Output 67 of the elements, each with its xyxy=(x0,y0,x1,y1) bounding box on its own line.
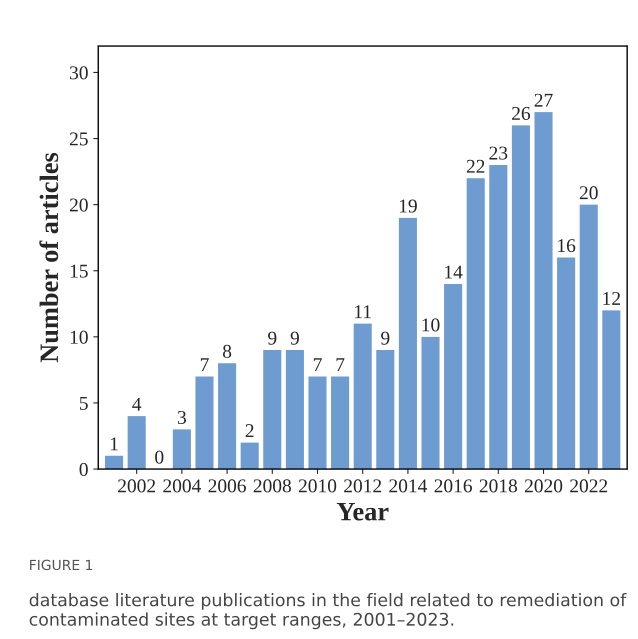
bar xyxy=(105,456,124,470)
bar xyxy=(376,350,394,470)
bar xyxy=(512,125,530,470)
bar xyxy=(466,178,485,470)
data-label: 4 xyxy=(132,398,142,411)
data-label: 20 xyxy=(580,186,598,200)
data-label: 9 xyxy=(290,332,299,345)
data-label: 10 xyxy=(422,318,440,332)
x-axis-title: Year xyxy=(336,502,389,521)
data-label: 27 xyxy=(534,94,553,107)
data-label: 0 xyxy=(155,450,164,464)
bar xyxy=(286,350,304,470)
y-axis-title: Number of articles xyxy=(39,152,58,362)
x-tick-label: 2008 xyxy=(254,479,291,492)
data-label: 7 xyxy=(200,358,209,371)
data-label: 23 xyxy=(489,146,508,160)
x-tick-label: 2020 xyxy=(524,479,562,492)
bar xyxy=(444,284,462,470)
data-label: 7 xyxy=(314,358,322,371)
bar xyxy=(195,376,214,470)
bar xyxy=(240,442,259,470)
y-tick-label: 10 xyxy=(70,330,88,344)
bar xyxy=(534,112,553,470)
y-tick-label: 25 xyxy=(70,132,88,146)
x-tick-label: 2022 xyxy=(570,479,608,492)
data-label: 11 xyxy=(355,305,371,318)
y-tick-label: 20 xyxy=(70,198,88,212)
data-label: 8 xyxy=(222,344,232,358)
bar xyxy=(421,336,440,470)
x-tick-label: 2014 xyxy=(389,479,428,492)
caption: FIGURE 1 xyxy=(30,560,92,570)
bar xyxy=(489,164,508,470)
data-label: 9 xyxy=(268,332,276,345)
bar xyxy=(354,324,372,470)
bar xyxy=(128,416,146,470)
data-label: 9 xyxy=(381,332,390,345)
data-label: 22 xyxy=(466,160,484,173)
x-tick-label: 2004 xyxy=(163,479,202,492)
data-label: 26 xyxy=(512,106,530,120)
y-tick-label: 5 xyxy=(80,396,88,410)
x-tick-label: 2012 xyxy=(344,479,382,492)
bar xyxy=(263,350,282,470)
bar xyxy=(398,218,417,470)
data-label: 2 xyxy=(246,424,254,438)
x-tick-label: 2006 xyxy=(208,479,246,492)
bar xyxy=(172,429,191,470)
bar xyxy=(580,204,598,470)
bar xyxy=(557,258,576,470)
bar xyxy=(331,376,350,470)
data-label: 16 xyxy=(558,239,576,252)
data-label: 7 xyxy=(336,358,344,371)
x-tick-label: 2018 xyxy=(480,479,518,492)
bar xyxy=(308,376,327,470)
y-tick-label: 30 xyxy=(70,66,88,80)
x-tick-label: 2016 xyxy=(434,479,472,492)
data-label: 3 xyxy=(178,410,186,424)
bar xyxy=(602,310,620,470)
x-tick-label: 2010 xyxy=(298,479,336,492)
data-label: 14 xyxy=(445,266,463,278)
y-tick-label: 15 xyxy=(70,264,88,278)
bar xyxy=(218,363,236,470)
data-label: 19 xyxy=(400,199,417,213)
y-tick-label: 0 xyxy=(80,462,88,476)
data-label: 1 xyxy=(110,437,118,450)
text: database literature publications in the field related to remediation of contaminated sites at target ranges, 2001–2023. xyxy=(30,592,627,630)
x-tick-label: 2002 xyxy=(118,479,156,492)
data-label: 12 xyxy=(603,292,620,305)
